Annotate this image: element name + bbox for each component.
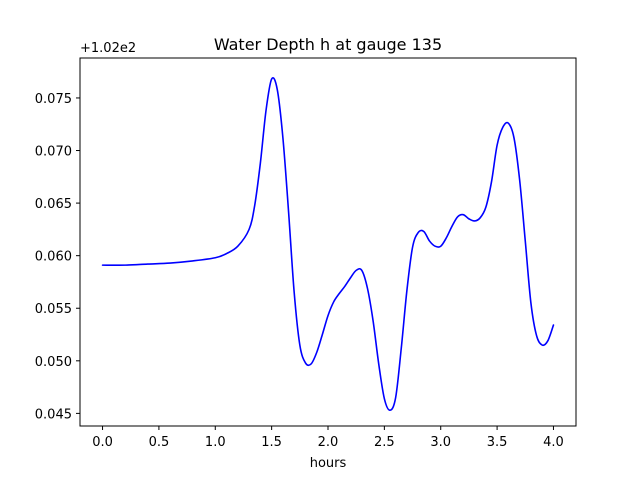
x-axis: 0.0 0.5 1.0 1.5 2.0 2.5 3.0 3.5 4.0 [92, 426, 564, 450]
x-tick-label: 1.5 [261, 435, 282, 450]
plot-area [80, 58, 576, 426]
y-axis: 0.045 0.050 0.055 0.060 0.065 0.070 0.075 [35, 92, 80, 422]
x-axis-label: hours [310, 456, 347, 471]
y-tick-label: 0.060 [35, 250, 72, 265]
x-tick-label: 2.5 [374, 435, 395, 450]
y-tick-label: 0.075 [35, 92, 72, 107]
x-tick-label: 4.0 [543, 435, 564, 450]
y-tick-label: 0.070 [35, 145, 72, 160]
x-tick-label: 3.5 [487, 435, 508, 450]
series-line-0 [101, 77, 555, 412]
chart-title: Water Depth h at gauge 135 [214, 35, 442, 54]
y-offset-label: +1.02e2 [80, 41, 136, 56]
x-tick-label: 3.0 [430, 435, 451, 450]
series-layer [101, 77, 555, 412]
y-tick-label: 0.065 [35, 197, 72, 212]
x-tick-label: 1.0 [205, 435, 226, 450]
y-tick-label: 0.055 [35, 302, 72, 317]
x-tick-label: 2.0 [318, 435, 339, 450]
x-tick-label: 0.0 [92, 435, 113, 450]
y-tick-label: 0.050 [35, 355, 72, 370]
x-tick-label: 0.5 [149, 435, 170, 450]
y-tick-label: 0.045 [35, 407, 72, 422]
